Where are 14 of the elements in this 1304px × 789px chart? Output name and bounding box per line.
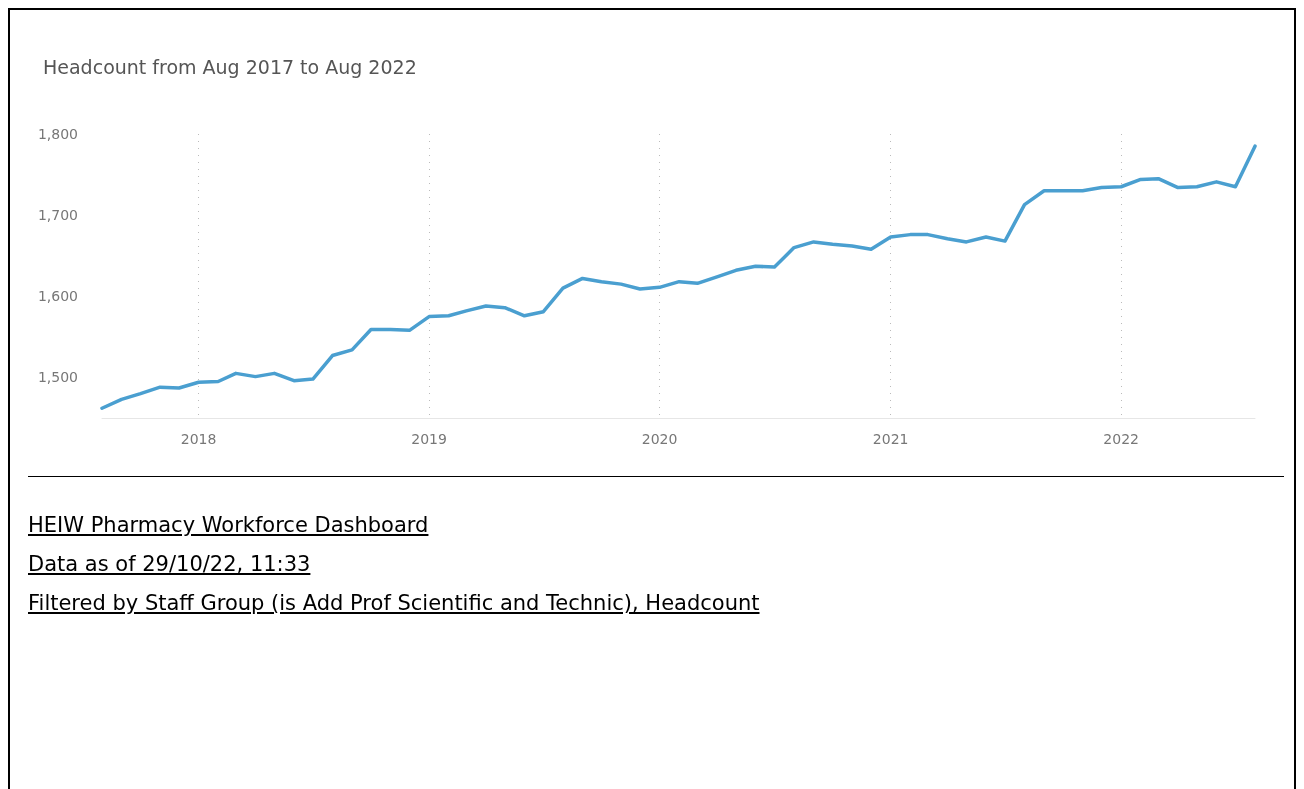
x-tick-label: 2018 — [180, 431, 217, 447]
line-series — [100, 144, 1257, 411]
y-tick-label: 1,800 — [37, 126, 78, 142]
y-tick-label: 1,700 — [37, 207, 78, 224]
x-tick-label: 2020 — [641, 431, 678, 447]
text: HEIW Pharmacy Workforce Dashboard — [28, 512, 430, 539]
x-tick-label: 2021 — [872, 431, 909, 447]
x-tick-label: 2022 — [1103, 431, 1139, 447]
chart-title: Headcount from Aug 2017 to Aug 2022 — [43, 55, 417, 78]
text: Data as of 29/10/22, 11:33 — [28, 551, 312, 578]
text: Filtered by Staff Group (is Add Prof Scientific and Technic), Headcount — [28, 590, 760, 617]
y-tick-label: 1,600 — [37, 288, 78, 305]
y-tick-label: 1,500 — [37, 369, 78, 386]
x-tick-label: 2019 — [411, 431, 447, 447]
